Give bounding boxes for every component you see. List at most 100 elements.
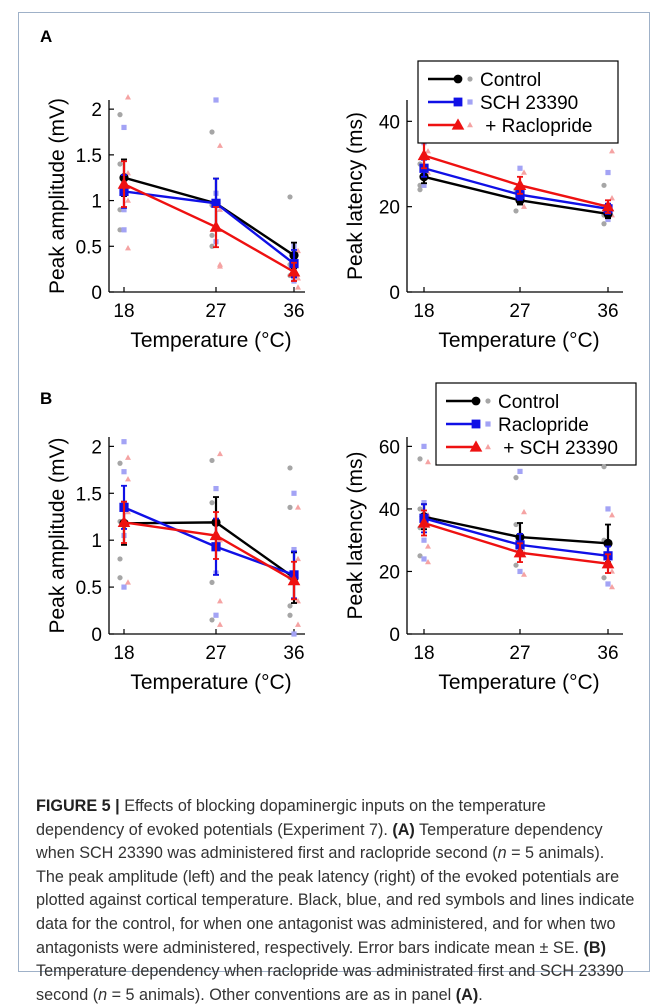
individual-point (213, 97, 219, 103)
individual-point (209, 457, 215, 464)
caption-separator: | (110, 797, 125, 815)
y-tick-label: 0 (389, 625, 400, 646)
y-tick-label: 40 (379, 500, 400, 521)
individual-point (117, 460, 123, 466)
x-tick-label: 27 (509, 301, 530, 322)
legend-marker (471, 419, 481, 429)
individual-point (125, 579, 131, 585)
mean-point-two_drugs (417, 516, 431, 528)
caption-label: FIGURE 5 (36, 797, 111, 815)
individual-point (605, 169, 611, 176)
individual-point (609, 195, 615, 201)
chart-b-amplitude: 0 0.5 1 1.5 2 18 27 36 Temperature (°C) Peak ampl… (46, 382, 637, 694)
legend-marker (453, 97, 463, 107)
individual-point (287, 194, 293, 200)
legend-faint-marker (485, 421, 491, 427)
legend-marker (469, 440, 483, 452)
figure-graphic: A B 0 0.5 1 1.5 2 18 27 36 Temperature (°C) Peak … (40, 27, 637, 694)
individual-point (217, 206, 223, 212)
individual-point (513, 562, 519, 568)
individual-point (117, 161, 123, 167)
y-tick-label: 60 (379, 437, 400, 458)
x-tick-label: 36 (597, 643, 618, 664)
legend-marker (453, 74, 463, 84)
individual-point (291, 546, 297, 553)
individual-point (125, 244, 131, 251)
mean-point-two_drugs (287, 573, 301, 586)
individual-point (287, 465, 293, 471)
individual-point (125, 94, 131, 100)
individual-point (121, 207, 127, 213)
individual-point (121, 439, 127, 445)
individual-point (421, 500, 427, 506)
y-tick-label: 1 (91, 192, 102, 213)
mean-point-two_drugs (287, 265, 301, 277)
x-tick-label: 18 (113, 301, 134, 322)
individual-point (209, 232, 215, 238)
y-tick-label: 0 (91, 625, 102, 646)
legend-label: Control (498, 392, 559, 413)
individual-point (601, 575, 607, 581)
individual-point (517, 568, 523, 575)
x-axis-label: Temperature (°C) (130, 671, 291, 694)
y-axis-label: Peak amplitude (mV) (46, 437, 69, 633)
individual-point (287, 603, 293, 609)
legend-faint-marker (467, 121, 473, 128)
caption-text-3: = 5 animals). The peak amplitude (left) … (36, 844, 635, 957)
y-tick-label: 1.5 (76, 146, 102, 167)
x-tick-label: 27 (509, 643, 530, 664)
individual-point (209, 243, 215, 249)
mean-point-two_drugs (417, 148, 431, 161)
individual-point (121, 124, 127, 131)
series-line-two_drugs (123, 521, 295, 582)
series-line-control (123, 521, 295, 579)
caption-text-5: = 5 animals). Other conventions are as i… (107, 985, 456, 1004)
y-tick-label: 20 (379, 198, 400, 219)
individual-point (417, 187, 423, 193)
y-axis-label: Peak latency (ms) (344, 112, 367, 280)
x-tick-label: 27 (205, 643, 226, 664)
caption-n-1: n (497, 844, 507, 863)
y-tick-label: 20 (379, 562, 400, 583)
individual-point (217, 598, 223, 604)
chart-a-latency: 0 20 40 18 27 36 Temperature (°C) Peak latency … (344, 60, 623, 352)
individual-point (295, 284, 301, 290)
y-tick-label: 2 (91, 437, 102, 458)
mean-point-two_drugs (513, 178, 527, 191)
individual-point (295, 504, 301, 510)
y-tick-label: 0.5 (76, 237, 102, 258)
individual-point (295, 598, 301, 604)
individual-point (117, 556, 123, 562)
x-tick-label: 36 (597, 301, 618, 322)
individual-point (601, 464, 607, 470)
x-tick-label: 36 (283, 301, 304, 322)
individual-point (609, 148, 615, 154)
individual-point (517, 165, 523, 171)
panel-label-b: B (40, 389, 52, 408)
x-tick-label: 27 (205, 301, 226, 322)
individual-point (217, 621, 223, 627)
legend-faint-marker (485, 443, 491, 450)
caption-end: . (478, 985, 483, 1004)
legend-faint-marker (467, 76, 473, 82)
legend-label: SCH 23390 (480, 93, 578, 114)
individual-point (421, 556, 427, 562)
individual-point (521, 203, 527, 209)
mean-point-two_drugs (601, 557, 615, 569)
y-tick-label: 40 (379, 112, 400, 133)
individual-point (217, 263, 223, 269)
individual-point (295, 275, 301, 281)
individual-point (517, 468, 523, 474)
legend-label: + SCH 23390 (498, 438, 618, 459)
individual-point (121, 584, 127, 590)
individual-point (209, 579, 215, 586)
figure-caption: FIGURE 5 | Effects of blocking dopaminer… (36, 795, 636, 1007)
mean-point-two_drugs (513, 546, 527, 558)
individual-point (521, 169, 527, 175)
individual-point (425, 558, 431, 565)
legend-label: + Raclopride (480, 116, 592, 137)
individual-point (125, 197, 131, 203)
individual-point (287, 612, 293, 618)
x-tick-label: 18 (413, 301, 434, 322)
x-axis-label: Temperature (°C) (438, 671, 599, 694)
